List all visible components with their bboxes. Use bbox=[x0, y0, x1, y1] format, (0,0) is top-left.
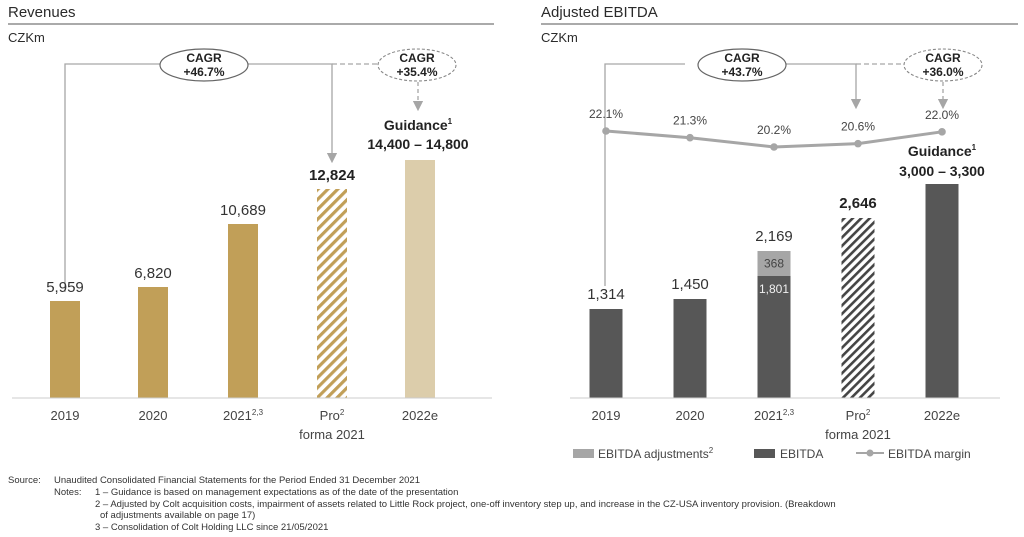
footnote-source: Unaudited Consolidated Financial Stateme… bbox=[54, 475, 420, 486]
ebitda-tick-label: forma 2021 bbox=[825, 427, 891, 442]
revenues-value-label: 10,689 bbox=[220, 202, 266, 219]
ebitda-guidance-label: Guidance1 bbox=[908, 143, 977, 159]
ebitda-value-label: 1,450 bbox=[671, 276, 709, 293]
ebitda-value-label: 2,169 bbox=[755, 228, 793, 245]
revenues-bar bbox=[317, 189, 347, 398]
revenues-cagr1-connector-left bbox=[64, 63, 160, 292]
ebitda-margin-label: 20.2% bbox=[757, 123, 791, 137]
ebitda-adjustments-value-label: 368 bbox=[764, 257, 784, 271]
footnote-source-label: Source: bbox=[8, 475, 41, 486]
legend-margin-marker bbox=[866, 449, 874, 457]
ebitda-cagr1-label: CAGR bbox=[724, 51, 760, 65]
revenues-cagr2-bubble bbox=[377, 48, 457, 82]
ebitda-margin-label: 21.3% bbox=[673, 114, 707, 128]
ebitda-margin-point bbox=[602, 127, 610, 135]
footnote-note1: 1 – Guidance is based on management expe… bbox=[95, 487, 459, 498]
ebitda-tick-label: 2019 bbox=[592, 408, 621, 423]
ebitda-bar bbox=[925, 184, 959, 398]
ebitda-cagr2-bubble bbox=[903, 48, 983, 82]
revenues-tick-label: forma 2021 bbox=[299, 427, 365, 442]
ebitda-bar bbox=[589, 309, 623, 398]
ebitda-margin-label: 20.6% bbox=[841, 120, 875, 134]
revenues-tick-label: 2019 bbox=[51, 408, 80, 423]
ebitda-segment-value-label: 1,801 bbox=[759, 282, 789, 296]
ebitda-margin-label: 22.1% bbox=[589, 107, 623, 121]
ebitda-cagr1-connector-left bbox=[604, 63, 685, 286]
footnote-notes-label: Notes: bbox=[54, 487, 82, 498]
ebitda-title: Adjusted EBITDA bbox=[541, 4, 658, 21]
revenues-cagr1-arrow bbox=[247, 63, 338, 164]
ebitda-cagr1-arrow bbox=[786, 63, 862, 110]
revenues-bar bbox=[50, 301, 80, 398]
ebitda-value-label: 2,646 bbox=[839, 195, 877, 212]
revenues-tick-label: 20212,3 bbox=[223, 408, 264, 423]
revenues-bar bbox=[228, 224, 258, 398]
revenues-cagr2-label: CAGR bbox=[399, 51, 435, 65]
ebitda-cagr1-bubble bbox=[697, 48, 787, 82]
revenues-bar bbox=[405, 160, 435, 398]
legend-adjustments-swatch bbox=[573, 449, 594, 458]
revenues-tick-label: 2022e bbox=[402, 408, 438, 423]
revenues-tick-label: 2020 bbox=[139, 408, 168, 423]
ebitda-cagr2-value: +36.0% bbox=[922, 65, 963, 79]
ebitda-guidance-range: 3,000 – 3,300 bbox=[899, 163, 985, 179]
revenues-unit: CZKm bbox=[8, 30, 45, 45]
footnote-note2b: of adjustments available on page 17) bbox=[100, 510, 256, 521]
revenues-value-label: 6,820 bbox=[134, 265, 172, 282]
ebitda-tick-label: 2020 bbox=[676, 408, 705, 423]
ebitda-margin-point bbox=[854, 139, 862, 148]
ebitda-tick-label: 20212,3 bbox=[754, 408, 795, 423]
ebitda-tick-label: Pro2 bbox=[846, 408, 871, 423]
legend-ebitda-label: EBITDA bbox=[780, 447, 823, 461]
ebitda-tick-label: 2022e bbox=[924, 408, 960, 423]
ebitda-cagr2-label: CAGR bbox=[925, 51, 961, 65]
ebitda-margin-label: 22.0% bbox=[925, 108, 959, 122]
legend-adjustments-label: EBITDA adjustments2 bbox=[598, 446, 714, 461]
ebitda-value-label: 1,314 bbox=[587, 286, 625, 303]
legend-ebitda-swatch bbox=[754, 449, 775, 458]
revenues-x-ticks: 2019 2020 20212,3 Pro2 forma 2021 2022e bbox=[51, 408, 439, 442]
ebitda-cagr1-value: +43.7% bbox=[721, 65, 762, 79]
revenues-cagr1-bubble bbox=[159, 48, 249, 82]
ebitda-bar bbox=[757, 276, 791, 398]
ebitda-margin-point bbox=[686, 133, 694, 142]
revenues-value-label: 5,959 bbox=[46, 279, 84, 296]
ebitda-x-ticks: 2019 2020 20212,3 Pro2 forma 2021 2022e bbox=[592, 408, 961, 442]
ebitda-bars: 1,314 1,450 368 1,801 2,169 2,646 bbox=[587, 184, 959, 398]
revenues-guidance-range: 14,400 – 14,800 bbox=[367, 136, 468, 152]
ebitda-margin-point bbox=[770, 143, 778, 151]
revenues-cagr1-value: +46.7% bbox=[183, 65, 224, 79]
ebitda-unit: CZKm bbox=[541, 30, 578, 45]
footnote-note3: 3 – Consolidation of Colt Holding LLC si… bbox=[95, 522, 329, 533]
revenues-tick-label: Pro2 bbox=[320, 408, 345, 423]
ebitda-adjustments-bar bbox=[757, 251, 791, 276]
revenues-title: Revenues bbox=[8, 4, 76, 21]
ebitda-margin-point bbox=[938, 128, 946, 136]
revenues-value-label: 12,824 bbox=[309, 167, 356, 184]
ebitda-margin-line: 22.1% 21.3% 20.2% 20.6% 22.0% bbox=[589, 107, 959, 151]
ebitda-bar bbox=[673, 299, 707, 398]
footnote-note2a: 2 – Adjusted by Colt acquisition costs, … bbox=[95, 499, 836, 510]
revenues-cagr1-label: CAGR bbox=[186, 51, 222, 65]
revenues-bars: 5,959 6,820 10,689 12,824 bbox=[46, 160, 435, 398]
revenues-bar bbox=[138, 287, 168, 398]
revenues-cagr2-value: +35.4% bbox=[396, 65, 437, 79]
revenues-guidance-label: Guidance1 bbox=[384, 117, 453, 133]
legend-margin-label: EBITDA margin bbox=[888, 447, 971, 461]
ebitda-bar bbox=[841, 218, 875, 398]
